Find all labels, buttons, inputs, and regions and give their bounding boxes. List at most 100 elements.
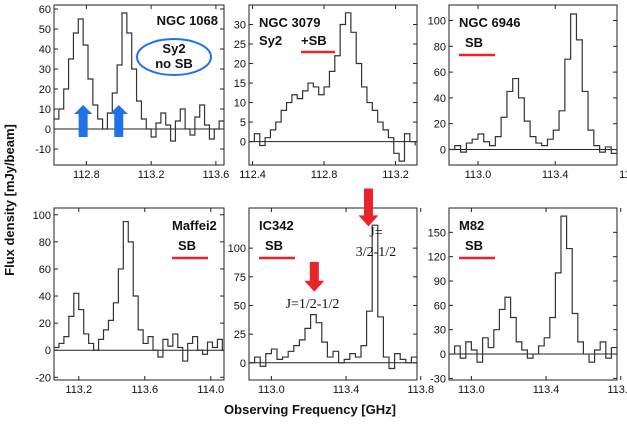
panel-tag: no SB <box>155 56 193 71</box>
y-tick-label: 80 <box>434 41 446 53</box>
y-tick-label: 25 <box>234 39 246 51</box>
y-tick-label: 100 <box>228 243 246 255</box>
y-tick-label: 0 <box>440 349 446 361</box>
y-tick-label: 150 <box>428 227 446 239</box>
line-annotation: J= <box>369 226 382 241</box>
panel-tag: SB <box>178 238 196 253</box>
x-tick-label: 114.0 <box>197 384 224 396</box>
y-tick-label: -10 <box>35 144 51 156</box>
spectrum-line <box>54 12 224 142</box>
y-tick-label: 25 <box>234 329 246 341</box>
red-arrow-head <box>304 280 325 292</box>
panel-tag: SB <box>465 35 483 50</box>
y-axis-label: Flux density [mJy/beam] <box>2 124 17 276</box>
y-tick-label: 0 <box>45 124 51 136</box>
panel-tag: Sy2 <box>259 33 282 48</box>
panel-title: NGC 3079 <box>259 15 320 30</box>
x-tick-label: 113.8 <box>607 384 627 396</box>
panel-tag: +SB <box>301 33 327 48</box>
y-tick-label: 60 <box>39 4 51 16</box>
x-tick-label: 113.2 <box>382 169 409 181</box>
panel-4: -20 0 20 40 60 80 100 113.2 113.6 114.0 Maffei2 SB <box>33 207 225 396</box>
panel-frame <box>248 4 418 166</box>
y-tick-label: 40 <box>39 44 51 56</box>
x-tick-label: 113.8 <box>619 169 627 181</box>
y-tick-label: 30 <box>39 64 51 76</box>
y-tick-label: 20 <box>434 119 446 131</box>
panel-title: Maffei2 <box>172 218 217 233</box>
x-tick-label: 113.4 <box>333 384 360 396</box>
y-tick-label: 0 <box>440 145 446 157</box>
x-tick-label: 113.0 <box>458 384 485 396</box>
tag-ellipse <box>136 38 212 76</box>
x-tick-label: 113.2 <box>65 384 92 396</box>
y-tick-label: 10 <box>39 104 51 116</box>
y-tick-label: 5 <box>240 117 246 129</box>
spectrum-line <box>249 12 416 162</box>
blue-arrow-head <box>109 105 128 114</box>
x-tick-label: 112.4 <box>239 169 266 181</box>
x-tick-label: 113.2 <box>138 169 165 181</box>
panel-frame <box>248 207 418 381</box>
y-tick-label: 100 <box>33 210 51 222</box>
panel-3: 0 20 40 60 80 100 113.0 113.4 113.8 NGC 6946 SB <box>428 4 627 181</box>
y-tick-label: 60 <box>434 67 446 79</box>
y-tick-label: 0 <box>45 345 51 357</box>
spectrum-line <box>249 224 417 370</box>
panel-frame <box>53 4 225 166</box>
x-axis-label: Observing Frequency [GHz] <box>224 402 396 417</box>
spectrum-line <box>54 220 223 362</box>
y-tick-label: 60 <box>39 264 51 276</box>
panel-5: 0 25 50 75 100 113.0 113.4 113.8 IC342 SB J=1/2-1/… <box>228 188 434 396</box>
y-tick-label: 50 <box>234 300 246 312</box>
panel-title: NGC 1068 <box>157 13 218 28</box>
spectrum-line <box>449 215 617 363</box>
y-tick-label: -20 <box>35 372 51 384</box>
x-tick-label: 113.4 <box>533 384 560 396</box>
y-tick-label: 50 <box>39 24 51 36</box>
line-annotation: J=1/2-1/2 <box>286 297 340 312</box>
y-tick-label: 10 <box>234 98 246 110</box>
y-tick-label: 20 <box>39 318 51 330</box>
y-tick-label: 20 <box>39 84 51 96</box>
y-tick-label: 80 <box>39 237 51 249</box>
y-tick-label: 40 <box>434 93 446 105</box>
y-tick-label: 0 <box>240 137 246 149</box>
y-tick-label: 40 <box>39 291 51 303</box>
panel-tag: Sy2 <box>162 41 185 56</box>
y-tick-label: -30 <box>430 373 446 385</box>
x-tick-label: 113.6 <box>131 384 158 396</box>
panel-frame <box>448 207 618 381</box>
y-tick-label: 30 <box>234 20 246 32</box>
panel-title: NGC 6946 <box>459 15 520 30</box>
x-tick-label: 112.8 <box>311 169 338 181</box>
y-tick-label: 20 <box>234 59 246 71</box>
y-tick-label: 30 <box>434 325 446 337</box>
x-tick-label: 113.8 <box>407 384 434 396</box>
panel-tag: SB <box>465 238 483 253</box>
x-tick-label: 112.8 <box>73 169 100 181</box>
x-tick-label: 113.0 <box>465 169 492 181</box>
y-tick-label: 120 <box>428 252 446 264</box>
panel-frame <box>448 4 618 166</box>
x-tick-label: 113.4 <box>542 169 569 181</box>
panel-2: 0 5 10 15 20 25 30 112.4 112.8 113.2 NGC 3079 Sy2 +S… <box>234 4 418 181</box>
panel-6: -30 0 30 60 90 120 150 113.0 113.4 113.8 M82 SB <box>428 207 627 396</box>
spectrum-line <box>449 13 617 154</box>
y-tick-label: 0 <box>240 358 246 370</box>
y-tick-label: 100 <box>428 15 446 27</box>
panel-title: M82 <box>459 218 484 233</box>
x-tick-label: 113.6 <box>203 169 230 181</box>
y-tick-label: 75 <box>234 272 246 284</box>
x-tick-label: 113.0 <box>258 384 285 396</box>
panel-frame <box>53 207 225 381</box>
blue-arrow-head <box>74 105 93 114</box>
panel-1: -10 0 10 20 30 40 50 60 112.8 113.2 113.6 NGC 1068 S… <box>35 4 229 181</box>
line-annotation: 3/2-1/2 <box>356 245 396 260</box>
y-tick-label: 60 <box>434 300 446 312</box>
panel-tag: SB <box>265 238 283 253</box>
panel-title: IC342 <box>259 218 294 233</box>
y-tick-label: 15 <box>234 78 246 90</box>
y-tick-label: 90 <box>434 276 446 288</box>
